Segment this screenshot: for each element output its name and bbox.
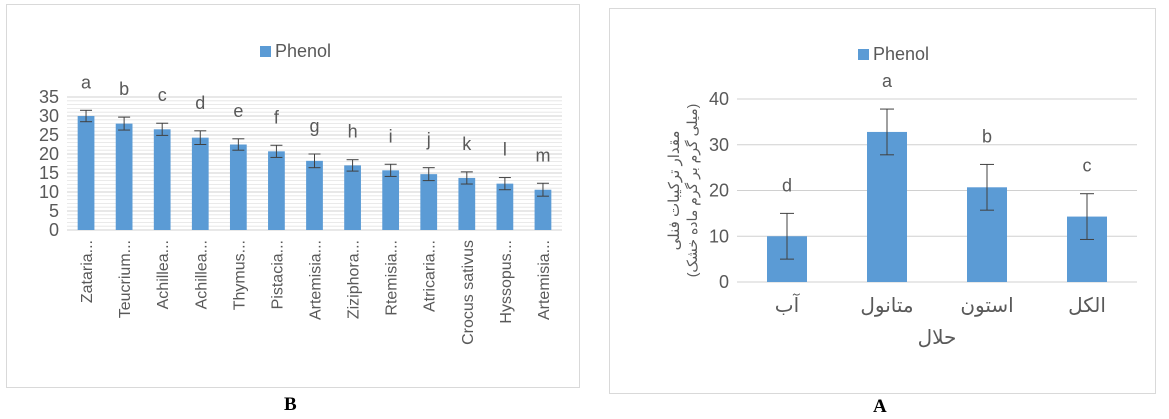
- y-tick-label: 10: [39, 182, 59, 202]
- bar: [534, 189, 552, 230]
- x-tick-label: Pistacia...: [269, 240, 286, 309]
- significance-letter: b: [119, 79, 129, 99]
- x-tick-label: Thymus...: [231, 240, 248, 310]
- x-tick-label: Hyssopus...: [498, 240, 515, 324]
- significance-letter: d: [195, 93, 205, 113]
- x-tick-label: متانول: [860, 295, 913, 317]
- significance-letter: d: [782, 175, 792, 195]
- x-tick-label: الکل: [1068, 295, 1106, 317]
- y-axis-title-units: (میلی گرم بر گرم ماده خشک): [684, 104, 701, 278]
- legend-swatch: [260, 46, 271, 57]
- chart-panel-b: Phenol 0 5 10 15 20 25 30 35 a Zataria... b Teucrium…: [6, 4, 580, 388]
- bar: [420, 174, 438, 230]
- y-tick-label: 15: [39, 163, 59, 183]
- x-axis-title: حلال: [918, 327, 957, 349]
- y-tick-label: 10: [709, 226, 729, 246]
- significance-letter: l: [503, 140, 507, 160]
- x-tick-label: Artemisia...: [308, 240, 325, 320]
- significance-letter: k: [462, 134, 472, 154]
- panel-label-a: A: [873, 396, 887, 417]
- x-tick-label: استون: [960, 295, 1013, 317]
- panel-label-b: B: [284, 394, 297, 415]
- y-tick-label: 5: [49, 201, 59, 221]
- bar: [458, 177, 476, 230]
- significance-letter: e: [233, 101, 243, 121]
- y-tick-label: 40: [709, 89, 729, 109]
- legend: Phenol: [260, 41, 331, 61]
- significance-letter: i: [389, 126, 393, 146]
- x-tick-label: Ziziphora...: [346, 240, 363, 319]
- significance-letter: a: [81, 72, 92, 92]
- bar: [115, 123, 133, 230]
- bar: [268, 151, 285, 230]
- x-tick-label: Crocus sativus: [460, 240, 477, 345]
- y-tick-label: 35: [39, 87, 59, 107]
- legend: Phenol: [858, 44, 929, 64]
- y-axis-title: مقدار ترکیبات فنلی: [666, 131, 683, 251]
- x-tick-label: Achillea...: [155, 240, 172, 309]
- significance-letter: a: [882, 71, 893, 91]
- bar: [191, 137, 209, 230]
- x-tick-label: آب: [775, 292, 801, 317]
- x-tick-label: Achillea...: [193, 240, 210, 309]
- significance-letter: c: [1083, 156, 1092, 176]
- significance-letter: g: [309, 116, 319, 136]
- x-tick-label: Rtemisia...: [384, 240, 401, 316]
- bar: [867, 131, 907, 282]
- significance-letter: c: [158, 85, 167, 105]
- y-tick-label: 25: [39, 125, 59, 145]
- chart-panel-a: Phenol 0 10 20 30 40 d آب a متانول b استون c الکل حلال…: [609, 8, 1156, 394]
- significance-letter: m: [535, 145, 550, 165]
- x-tick-label: Teucrium...: [117, 240, 134, 318]
- significance-letter: h: [348, 122, 358, 142]
- legend-label: Phenol: [275, 41, 331, 61]
- y-tick-label: 30: [39, 106, 59, 126]
- bar: [153, 129, 171, 230]
- bar: [306, 160, 323, 230]
- significance-letter: b: [982, 126, 992, 146]
- y-tick-label: 20: [709, 181, 729, 201]
- legend-label: Phenol: [873, 44, 929, 64]
- bar: [496, 183, 514, 230]
- bar: [344, 165, 361, 230]
- x-tick-label: Atricaria...: [422, 240, 439, 312]
- bar-chart-a: Phenol 0 10 20 30 40 d آب a متانول b استون c الکل حلال…: [666, 44, 1137, 349]
- y-tick-label: 0: [719, 272, 729, 292]
- significance-letter: j: [426, 130, 431, 150]
- y-tick-label: 0: [49, 220, 59, 240]
- legend-swatch: [858, 49, 869, 60]
- y-tick-label: 20: [39, 144, 59, 164]
- x-tick-label: Zataria...: [79, 240, 96, 303]
- significance-letter: f: [274, 107, 280, 127]
- bar: [382, 170, 400, 230]
- x-tick-label: Artemisia...: [536, 240, 553, 320]
- bar: [229, 144, 247, 230]
- y-tick-label: 30: [709, 135, 729, 155]
- bar: [77, 116, 95, 230]
